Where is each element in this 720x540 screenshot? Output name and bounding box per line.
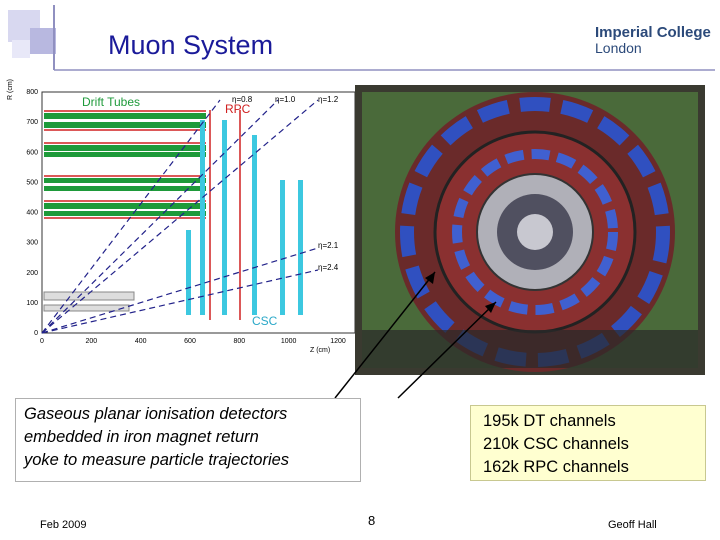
- r-tick-label: 700: [26, 119, 38, 126]
- z-axis-label: Z (cm): [310, 347, 330, 354]
- arrowhead: [485, 302, 496, 313]
- page-number: 8: [368, 513, 375, 528]
- z-tick-label: 600: [184, 338, 196, 345]
- arrowhead: [425, 272, 435, 284]
- slide-title: Muon System: [108, 30, 273, 60]
- logo-line: London: [595, 40, 642, 56]
- detector-photo: [355, 85, 705, 375]
- text-line: embedded in iron magnet return: [24, 428, 259, 446]
- text-line: yoke to measure particle trajectories: [24, 451, 290, 469]
- r-tick-label: 400: [26, 210, 38, 217]
- r-axis-label: R (cm): [7, 79, 14, 100]
- r-tick-label: 100: [26, 300, 38, 307]
- drift-tubes-label: Drift Tubes: [82, 95, 140, 109]
- eta-label: η=0.8: [232, 95, 253, 104]
- eta-label: η=1.2: [318, 95, 339, 104]
- r-tick-label: 600: [26, 149, 38, 156]
- rpc-layers: [44, 110, 241, 320]
- r-tick-label: 300: [26, 240, 38, 247]
- footer-date: Feb 2009: [40, 519, 86, 531]
- footer-author: Geoff Hall: [608, 519, 657, 531]
- text-line: 162k RPC channels: [483, 458, 629, 476]
- r-tick-label: 200: [26, 270, 38, 277]
- csc-chambers: [186, 120, 303, 315]
- eta-label: η=1.0: [275, 95, 296, 104]
- eta-lines: [41, 99, 319, 334]
- z-tick-label: 200: [85, 338, 97, 345]
- decor-square: [12, 40, 30, 58]
- drift-tubes: [44, 113, 206, 216]
- rpc-label: RPC: [225, 102, 251, 116]
- logo-line: Imperial College: [595, 24, 711, 41]
- text-box: 195k DT channels 210k CSC channels 162k …: [470, 405, 706, 481]
- z-tick-label: 400: [135, 338, 147, 345]
- iron-yoke: [43, 291, 135, 312]
- r-tick-label: 500: [26, 179, 38, 186]
- layout-plot: Drift Tubes RPC CSC η=0.8 η=1.0 η=1.2 η=…: [7, 79, 356, 354]
- z-tick-label: 1000: [281, 338, 297, 345]
- r-tick-label: 800: [26, 89, 38, 96]
- text-line: Gaseous planar ionisation detectors: [24, 405, 288, 423]
- r-tick-label: 0: [34, 330, 38, 337]
- z-tick-label: 1200: [330, 338, 346, 345]
- decor-square: [30, 28, 56, 54]
- axis-ticks: 0 100 200 300 400 500 600 700 800 0 200 400 600 800 10…: [26, 89, 346, 345]
- eta-label: η=2.1: [318, 241, 339, 250]
- text-line: 195k DT channels: [483, 412, 616, 430]
- text-box: Gaseous planar ionisation detectors embe…: [15, 398, 361, 482]
- arrows: [334, 271, 497, 399]
- eta-label: η=2.4: [318, 263, 339, 272]
- text-line: 210k CSC channels: [483, 435, 629, 453]
- csc-label: CSC: [252, 314, 278, 328]
- z-tick-label: 800: [233, 338, 245, 345]
- z-tick-label: 0: [40, 338, 44, 345]
